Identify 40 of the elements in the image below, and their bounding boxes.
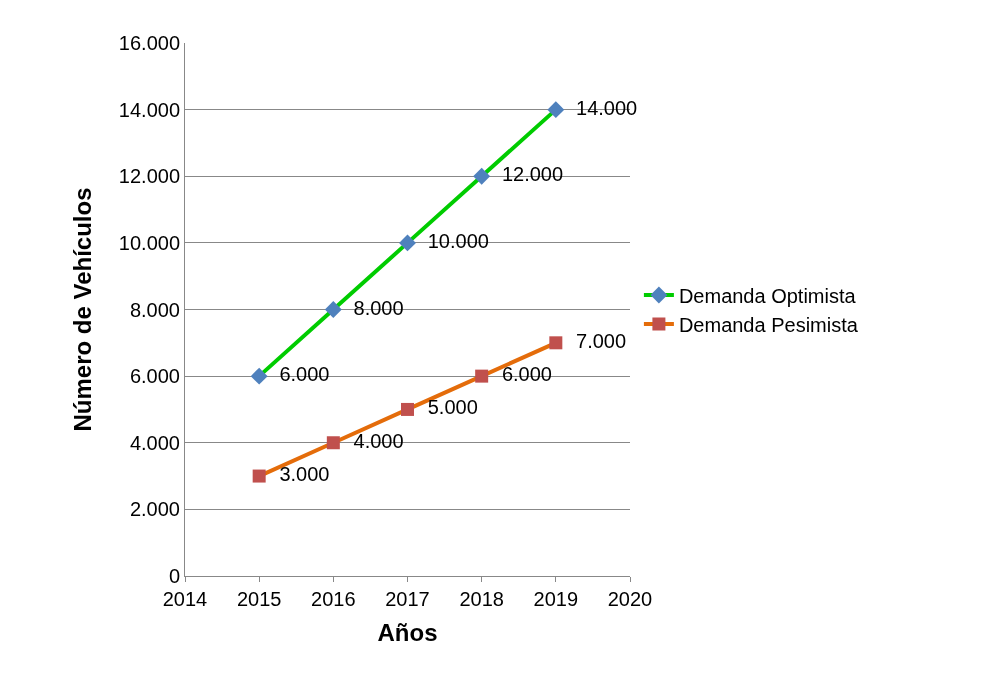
y-tick-label: 12.000	[118, 165, 180, 188]
point	[399, 234, 416, 252]
data-label: 5.000	[416, 396, 478, 419]
data-label: 7.000	[564, 329, 627, 352]
data-label: 12.000	[490, 163, 564, 186]
y-tick-label: 4.000	[129, 431, 180, 454]
y-tick-label: 8.000	[129, 298, 180, 321]
point	[250, 367, 268, 385]
point	[252, 469, 266, 483]
data-label: 6.000	[490, 363, 552, 386]
x-tick-label: 2016	[311, 588, 356, 610]
point	[401, 402, 414, 416]
point	[475, 369, 489, 383]
point	[549, 336, 563, 350]
y-tick-label: 10.000	[118, 231, 180, 254]
point	[324, 301, 342, 318]
legend-label: Demanda Pesimista	[678, 313, 859, 336]
y-axis-title: Número de Vehículos	[68, 187, 96, 432]
x-tick-label: 2017	[385, 588, 430, 610]
y-tick-label: 6.000	[129, 365, 180, 388]
point	[326, 436, 340, 450]
x-tick-label: 2019	[533, 588, 579, 610]
point	[547, 101, 565, 119]
data-label: 4.000	[342, 429, 404, 452]
point	[473, 167, 491, 185]
x-tick-label: 2018	[459, 588, 504, 610]
data-label: 8.000	[342, 296, 404, 319]
x-axis-title: Años	[377, 619, 438, 647]
y-tick-label: 0	[168, 565, 180, 587]
data-label: 3.000	[268, 463, 330, 486]
y-tick-label: 16.000	[118, 32, 180, 54]
legend-label: Demanda Optimista	[678, 284, 857, 307]
y-tick-label: 14.000	[118, 98, 180, 121]
x-tick-label: 2015	[236, 588, 282, 610]
data-label: 6.000	[268, 363, 330, 386]
data-label: 14.000	[564, 96, 638, 119]
x-tick-label: 2014	[162, 588, 208, 610]
data-label: 10.000	[416, 229, 489, 252]
y-tick-label: 2.000	[129, 498, 180, 521]
x-tick-label: 2020	[607, 588, 653, 610]
